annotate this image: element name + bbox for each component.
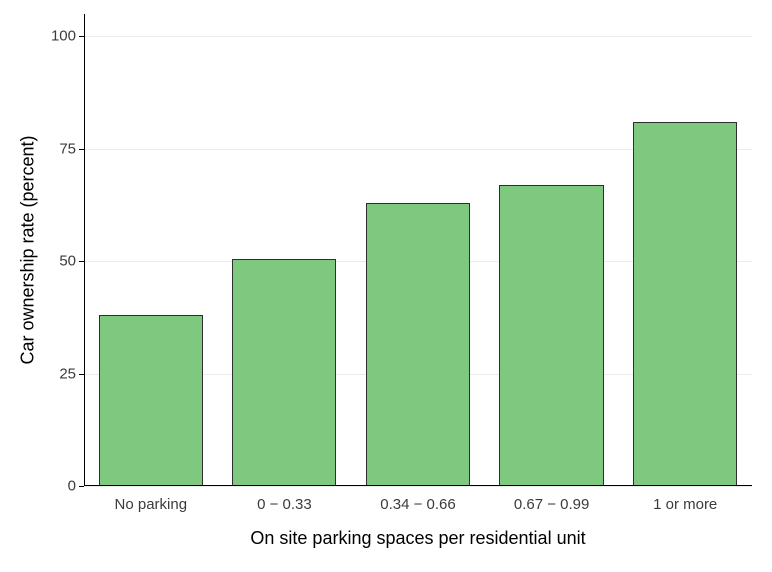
x-axis-title: On site parking spaces per residential u… (250, 528, 585, 549)
x-tick-label: 0 − 0.33 (257, 486, 312, 513)
bar (633, 122, 737, 486)
bar (99, 315, 203, 486)
y-axis-line (84, 14, 85, 486)
bar (499, 185, 603, 486)
x-tick-label: No parking (115, 486, 188, 513)
x-axis-line (84, 485, 752, 486)
y-tick-mark (79, 486, 84, 487)
x-tick-label: 0.67 − 0.99 (514, 486, 589, 513)
bar (366, 203, 470, 486)
plot-panel: 0255075100No parking0 − 0.330.34 − 0.660… (84, 14, 752, 486)
x-tick-label: 0.34 − 0.66 (380, 486, 455, 513)
bar-chart: 0255075100No parking0 − 0.330.34 − 0.660… (0, 0, 772, 572)
x-tick-label: 1 or more (653, 486, 717, 513)
bar (232, 259, 336, 486)
y-axis-title: Car ownership rate (percent) (18, 135, 39, 364)
gridline (84, 36, 752, 37)
